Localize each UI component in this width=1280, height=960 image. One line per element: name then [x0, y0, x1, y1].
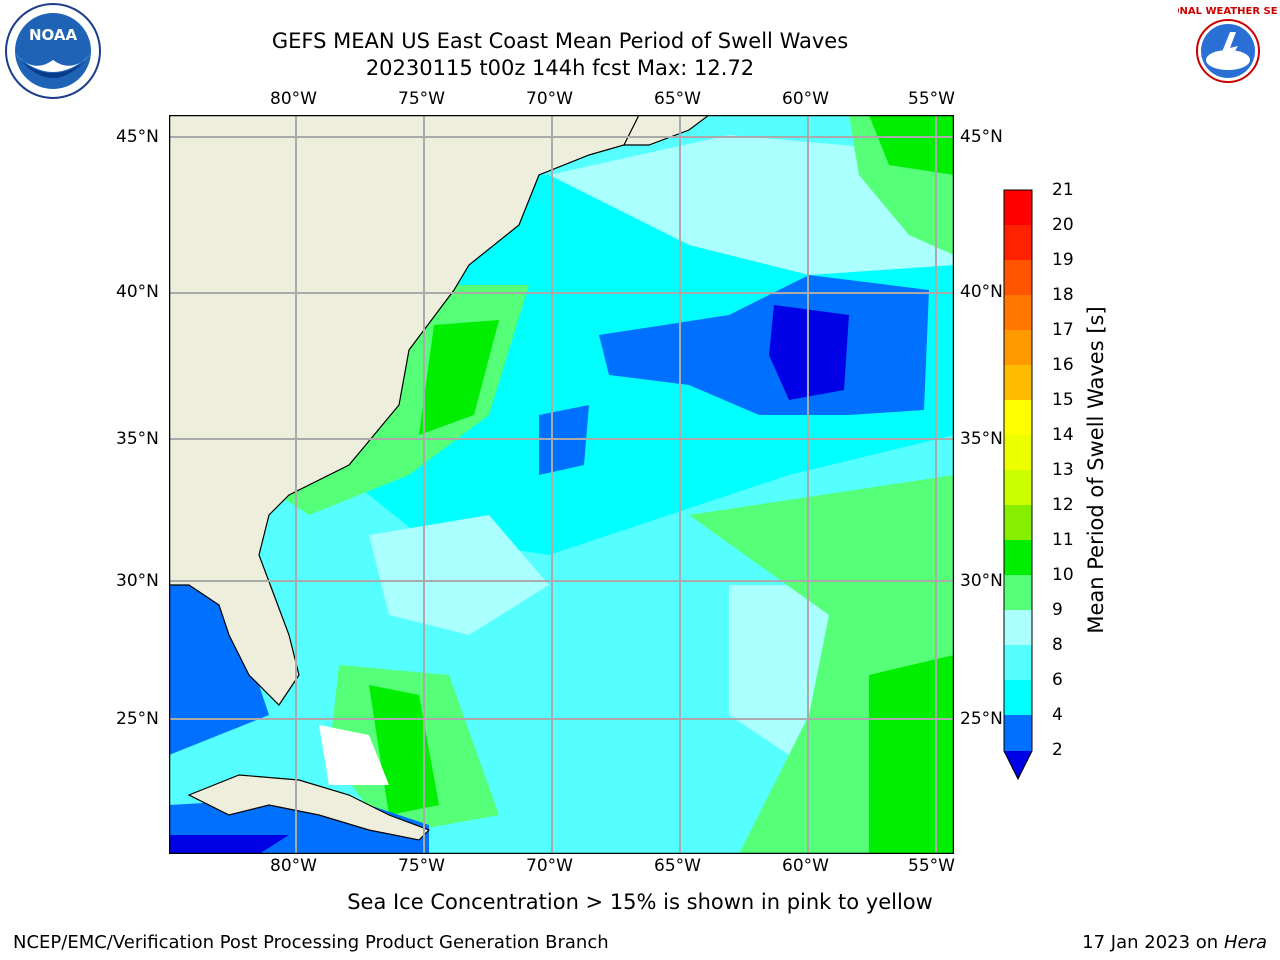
lon-label-bottom: 70°W: [526, 856, 573, 876]
colorbar-tick: 17: [1052, 320, 1074, 340]
nws-logo: NATIONAL WEATHER SERVICE: [1145, 2, 1280, 100]
colorbar-label: Mean Period of Swell Waves [s]: [1084, 306, 1108, 634]
lon-label-top: 55°W: [908, 89, 955, 109]
machine-name: Hera: [1223, 932, 1267, 953]
colorbar-tick: 20: [1052, 215, 1074, 235]
lon-label-bottom: 55°W: [908, 856, 955, 876]
colorbar-tick: 15: [1052, 390, 1074, 410]
colorbar-tick: 8: [1052, 635, 1063, 655]
credit-text: NCEP/EMC/Verification Post Processing Pr…: [13, 932, 609, 953]
colorbar-tick: 9: [1052, 600, 1063, 620]
colorbar-tick: 10: [1052, 565, 1074, 585]
noaa-logo-text: NOAA: [29, 26, 78, 44]
lon-label-bottom: 80°W: [270, 856, 317, 876]
map-plot: [169, 115, 954, 854]
lat-label-right: 30°N: [960, 571, 1003, 591]
colorbar-tick: 16: [1052, 355, 1074, 375]
colorbar-tick: 12: [1052, 495, 1074, 515]
colorbar-tick: 4: [1052, 705, 1063, 725]
colorbar-tick: 2: [1052, 740, 1063, 760]
lat-label-left: 25°N: [116, 709, 159, 729]
colorbar-tick: 18: [1052, 285, 1074, 305]
colorbar-tick: 21: [1052, 180, 1074, 200]
noaa-logo: NOAA: [2, 2, 104, 100]
lat-label-right: 35°N: [960, 429, 1003, 449]
colorbar-tick: 11: [1052, 530, 1074, 550]
colorbar-tick: 19: [1052, 250, 1074, 270]
lon-label-top: 70°W: [526, 89, 573, 109]
chart-subtitle: 20230115 t00z 144h fcst Max: 12.72: [365, 56, 755, 80]
lat-label-right: 25°N: [960, 709, 1003, 729]
lat-label-right: 40°N: [960, 282, 1003, 302]
lon-label-top: 75°W: [398, 89, 445, 109]
lon-label-top: 65°W: [654, 89, 701, 109]
chart-title: GEFS MEAN US East Coast Mean Period of S…: [271, 29, 849, 53]
lon-label-bottom: 75°W: [398, 856, 445, 876]
lat-label-left: 45°N: [116, 127, 159, 147]
lat-label-left: 30°N: [116, 571, 159, 591]
lat-label-right: 45°N: [960, 127, 1003, 147]
colorbar-tick: 13: [1052, 460, 1074, 480]
lon-label-top: 60°W: [782, 89, 829, 109]
colorbar: [1003, 189, 1033, 781]
colorbar-tick: 6: [1052, 670, 1063, 690]
colorbar-tick: 14: [1052, 425, 1074, 445]
sea-ice-note: Sea Ice Concentration > 15% is shown in …: [347, 890, 933, 914]
lon-label-bottom: 65°W: [654, 856, 701, 876]
lat-label-left: 35°N: [116, 429, 159, 449]
nws-logo-text: NATIONAL WEATHER SERVICE: [1178, 6, 1278, 17]
lon-label-top: 80°W: [270, 89, 317, 109]
lat-label-left: 40°N: [116, 282, 159, 302]
date-text: 17 Jan 2023 on: [1082, 932, 1219, 953]
lon-label-bottom: 60°W: [782, 856, 829, 876]
